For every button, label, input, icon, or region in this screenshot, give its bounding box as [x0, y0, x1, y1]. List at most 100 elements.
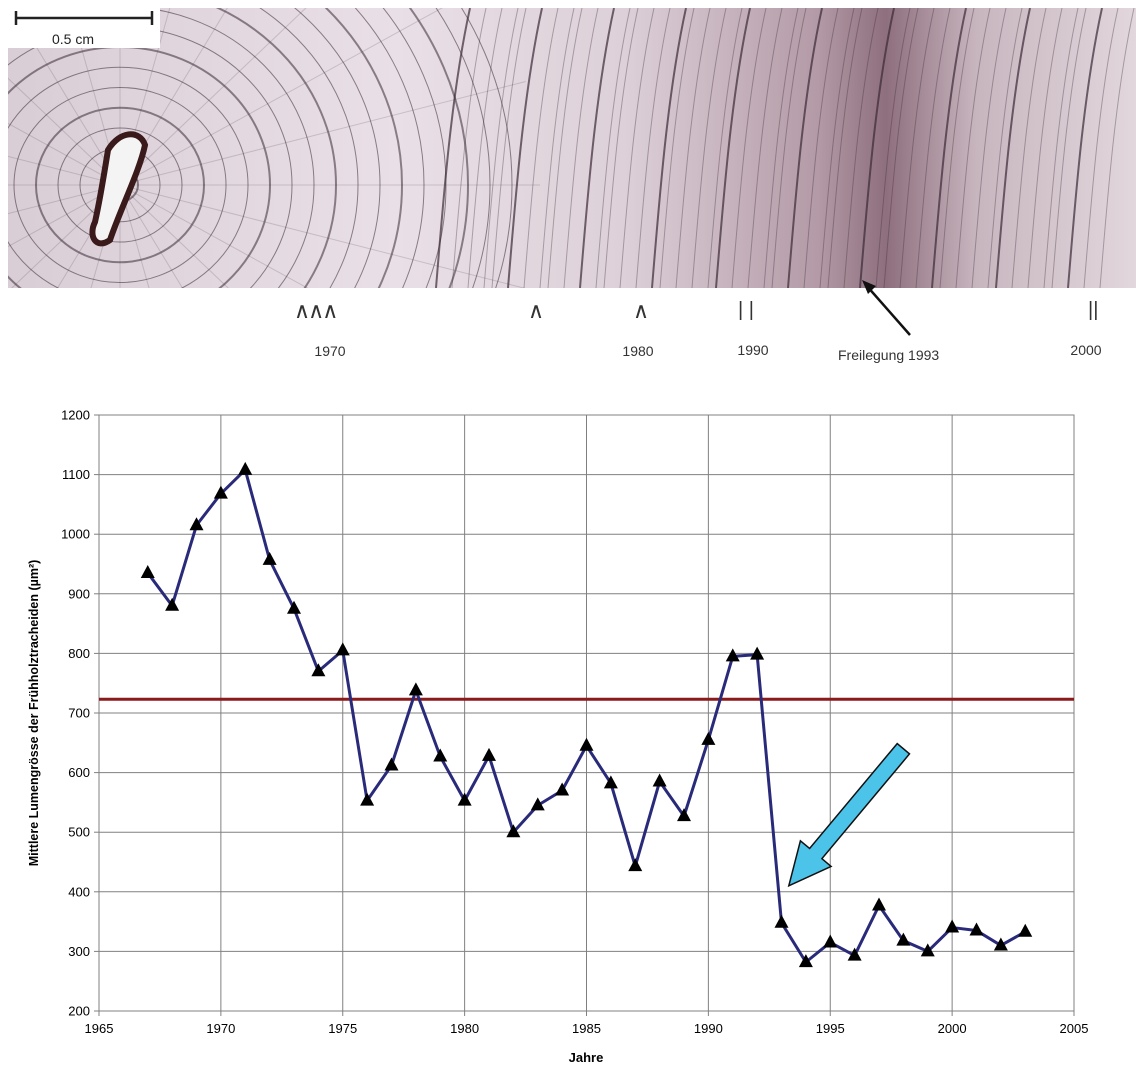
data-point	[165, 597, 180, 611]
growth-ring	[579, 8, 615, 288]
data-point	[555, 782, 570, 796]
data-point	[628, 858, 643, 872]
wood-cross-section-panel: 0.5 cm ∧∧∧ 1970 ∧ ∧ 1980 | | 1990 Freile…	[0, 0, 1136, 372]
growth-ring	[771, 8, 807, 288]
growth-ring	[675, 8, 711, 288]
growth-ring	[939, 8, 975, 288]
growth-ring	[931, 8, 967, 288]
growth-ring	[995, 8, 1031, 288]
data-markers	[140, 461, 1033, 968]
growth-ring	[539, 8, 575, 288]
growth-ring	[955, 8, 991, 288]
growth-ring	[971, 8, 1007, 288]
growth-ring	[883, 8, 919, 288]
x-tick-label: 2000	[938, 1021, 967, 1036]
year-mark-symbol: ||	[1088, 299, 1098, 321]
data-point	[262, 551, 277, 565]
data-point	[652, 773, 667, 787]
data-point	[920, 943, 935, 957]
growth-ring	[819, 8, 855, 288]
wood-texture	[8, 8, 1136, 288]
wood-ray	[8, 184, 121, 288]
wood-ray	[8, 184, 121, 288]
x-tick-label: 1975	[328, 1021, 357, 1036]
growth-ring	[1067, 8, 1103, 288]
data-point	[945, 919, 960, 933]
wood-ray	[119, 184, 526, 288]
year-marks: ∧∧∧ 1970 ∧ ∧ 1980 | | 1990 Freilegung 19…	[294, 280, 1102, 363]
growth-ring	[915, 8, 951, 288]
growth-ring	[523, 8, 559, 288]
data-point	[774, 914, 789, 928]
year-mark-symbol: ∧∧∧	[294, 298, 336, 323]
growth-ring	[715, 8, 751, 288]
growth-ring	[707, 8, 743, 288]
data-point	[408, 682, 423, 696]
freilegung-label: Freilegung 1993	[838, 347, 939, 363]
growth-ring	[435, 8, 471, 288]
data-point	[360, 792, 375, 806]
growth-ring	[691, 8, 727, 288]
data-point	[823, 934, 838, 948]
growth-ring	[563, 8, 599, 288]
growth-ring	[651, 8, 687, 288]
year-mark-label: 1980	[622, 343, 653, 359]
growth-ring	[483, 8, 519, 288]
year-mark-label: 2000	[1070, 342, 1101, 358]
growth-ring	[8, 8, 315, 288]
x-tick-label: 1985	[572, 1021, 601, 1036]
y-tick-label: 700	[68, 706, 90, 721]
growth-ring	[619, 8, 655, 288]
growth-ring	[859, 8, 895, 288]
growth-ring	[1027, 8, 1063, 288]
data-point	[725, 648, 740, 662]
wood-ray	[10, 8, 121, 186]
x-tick-label: 2005	[1060, 1021, 1089, 1036]
y-tick-label: 400	[68, 884, 90, 899]
annotation-arrow	[787, 742, 911, 888]
growth-ring	[603, 8, 639, 288]
growth-ring	[659, 8, 695, 288]
growth-ring	[8, 8, 513, 288]
x-axis-label: Jahre	[569, 1050, 604, 1065]
scale-bar	[14, 11, 154, 25]
growth-ring	[595, 8, 631, 288]
growth-ring	[875, 8, 911, 288]
gridlines	[98, 414, 1075, 1012]
data-point	[969, 922, 984, 936]
scale-bar-label: 0.5 cm	[52, 31, 94, 47]
wood-ray	[119, 8, 418, 186]
data-point	[1018, 923, 1033, 937]
growth-ring	[8, 8, 447, 288]
data-point	[506, 824, 521, 838]
axis-ticks: 1965 1970 1975 1980 1985 1990 1995 2000 2005 200 3…	[61, 408, 1088, 1037]
data-point	[433, 748, 448, 762]
lumen-size-chart: 1965 1970 1975 1980 1985 1990 1995 2000 2005 200 3…	[0, 372, 1136, 1073]
y-tick-label: 800	[68, 646, 90, 661]
data-point	[798, 954, 813, 968]
data-point	[189, 517, 204, 531]
growth-ring	[57, 127, 183, 243]
data-point	[457, 792, 472, 806]
growth-ring	[8, 8, 381, 288]
freilegung-arrow	[862, 280, 911, 336]
x-tick-label: 1965	[85, 1021, 114, 1036]
growth-ring	[491, 8, 527, 288]
wood-ray	[8, 184, 121, 288]
wood-ray	[119, 184, 230, 288]
data-point	[993, 937, 1008, 951]
wood-ray	[119, 80, 526, 186]
wood-ray	[119, 8, 230, 186]
x-tick-label: 1970	[206, 1021, 235, 1036]
growth-ring	[787, 8, 823, 288]
growth-ring	[827, 8, 863, 288]
growth-ring	[899, 8, 935, 288]
year-mark-label: 1970	[314, 343, 345, 359]
x-tick-label: 1980	[450, 1021, 479, 1036]
data-point	[750, 646, 765, 660]
growth-ring	[547, 8, 583, 288]
data-point	[482, 747, 496, 761]
y-tick-label: 900	[68, 586, 90, 601]
growth-rings	[8, 8, 1135, 288]
data-point	[677, 808, 691, 822]
